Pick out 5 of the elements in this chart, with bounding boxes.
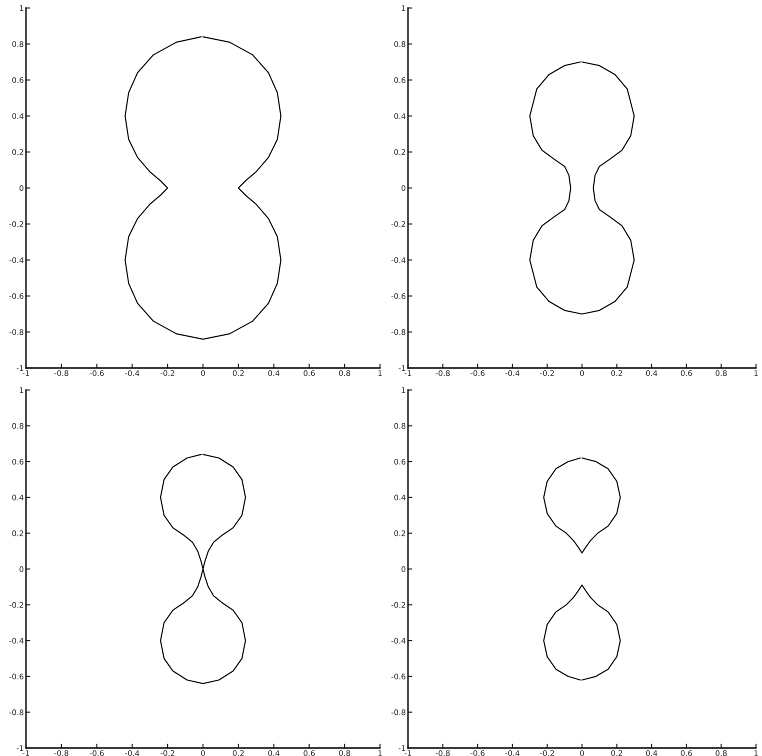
line-series [543,584,621,681]
line-series [124,36,282,340]
line-series [543,457,621,554]
line-series [529,61,635,315]
line-series [160,454,246,684]
